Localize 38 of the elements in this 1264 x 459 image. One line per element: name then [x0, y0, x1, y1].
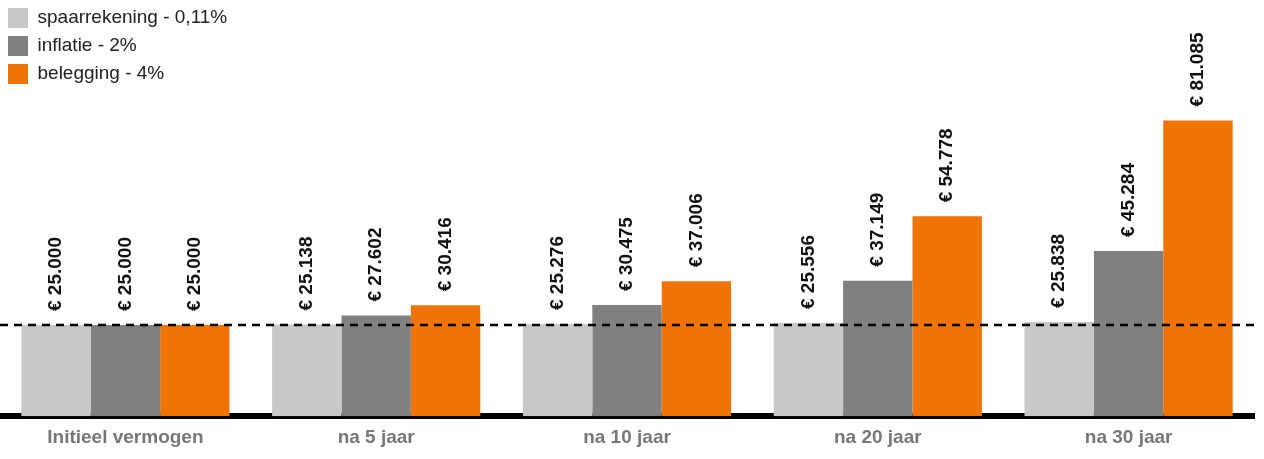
bar: [1163, 120, 1233, 417]
data-label: € 45.284: [1116, 162, 1138, 237]
data-label: € 25.000: [44, 237, 66, 311]
data-label: € 37.006: [684, 193, 706, 268]
x-tick-label: na 30 jaar: [1084, 425, 1174, 447]
data-label: € 30.416: [433, 217, 455, 292]
bar: [592, 305, 662, 417]
bar: [410, 305, 481, 417]
bar: [773, 322, 844, 417]
data-label: € 54.778: [935, 128, 957, 203]
bar: [661, 281, 732, 417]
data-label: € 25.838: [1047, 233, 1069, 308]
data-label: € 25.276: [545, 236, 567, 310]
bar: [912, 216, 982, 417]
legend-label: belegging - 4%: [37, 62, 165, 84]
data-label: € 81.085: [1186, 32, 1208, 107]
x-tick-label: na 5 jaar: [337, 425, 416, 447]
bar: [90, 325, 161, 417]
bar: [160, 325, 230, 417]
data-label: € 27.602: [364, 227, 386, 302]
bar: [1093, 251, 1164, 417]
bar: [843, 280, 913, 417]
bar: [1024, 321, 1094, 417]
data-label: € 25.138: [295, 236, 317, 311]
data-label: € 25.000: [183, 237, 205, 311]
data-label: € 37.149: [866, 192, 888, 267]
x-tick-label: na 10 jaar: [583, 425, 672, 447]
bar: [272, 324, 342, 417]
x-tick-label: na 20 jaar: [833, 425, 923, 447]
legend-label: spaarrekening - 0,11%: [37, 6, 228, 28]
data-label: € 25.000: [113, 237, 135, 311]
bar: [522, 323, 593, 417]
x-tick-label: Initieel vermogen: [47, 425, 204, 447]
legend-label: inflatie - 2%: [37, 34, 137, 56]
bar: [21, 325, 91, 417]
data-label: € 25.556: [796, 235, 818, 309]
data-label: € 30.475: [615, 216, 637, 292]
bar: [341, 315, 411, 417]
